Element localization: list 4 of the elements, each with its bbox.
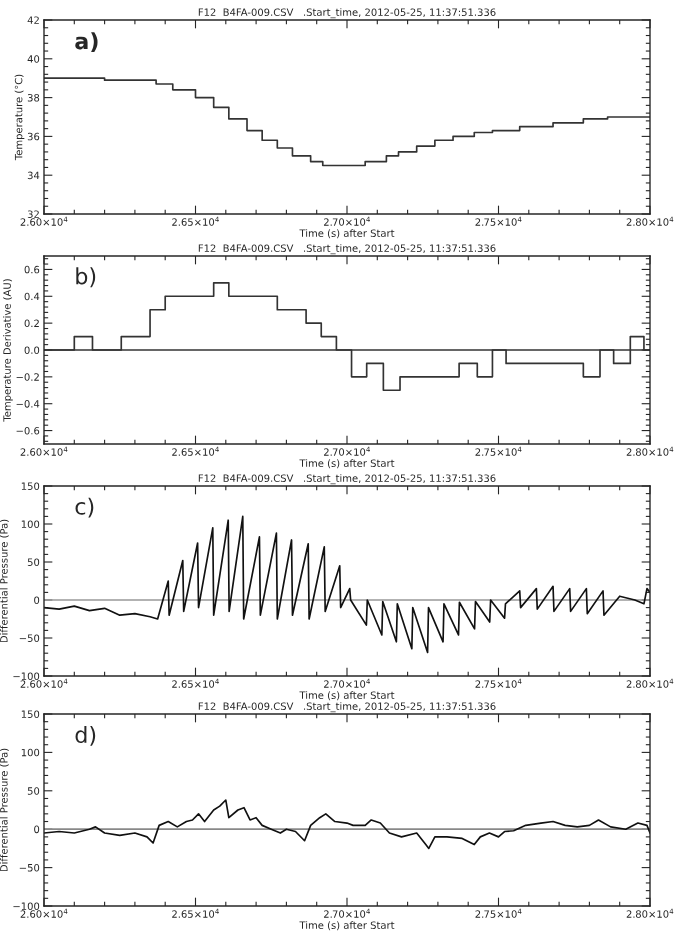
annotation: a): [75, 32, 98, 53]
annotation: b): [76, 267, 96, 288]
annotation: c): [75, 497, 94, 518]
annotation: d): [75, 725, 96, 746]
